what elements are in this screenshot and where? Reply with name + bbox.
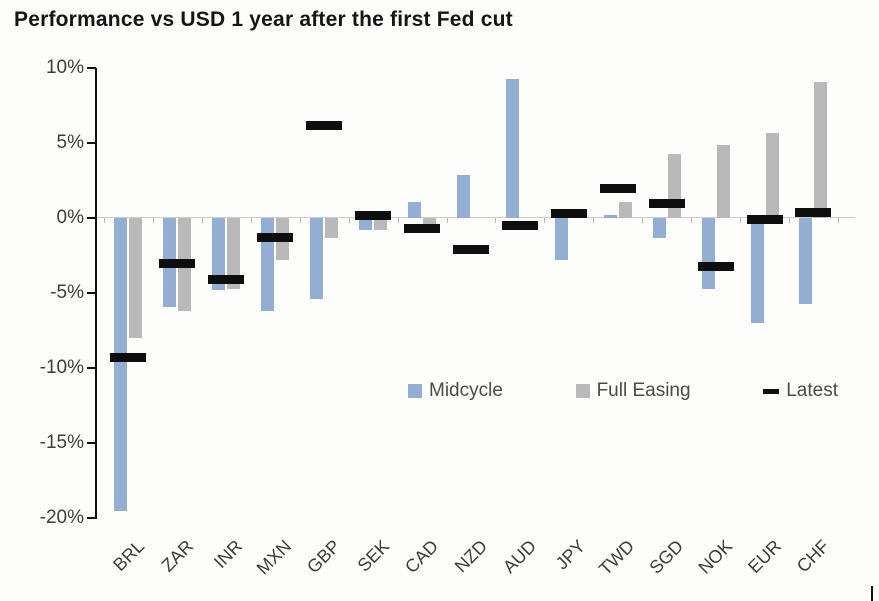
latest-marker-nzd bbox=[452, 245, 489, 254]
x-axis-label-sgd: SGD bbox=[645, 536, 687, 578]
x-axis-label-cad: CAD bbox=[401, 536, 443, 578]
x-axis-label-nzd: NZD bbox=[450, 536, 492, 577]
latest-marker-inr bbox=[208, 275, 245, 284]
x-axis-tick bbox=[447, 218, 448, 223]
x-axis-label-twd: TWD bbox=[594, 536, 638, 580]
x-axis-label-gbp: GBP bbox=[303, 536, 345, 578]
bar-midcycle-chf bbox=[799, 218, 813, 304]
x-axis-tick bbox=[691, 218, 692, 223]
bar-fulleasing-cad bbox=[423, 218, 437, 226]
bar-midcycle-twd bbox=[603, 215, 617, 218]
midcycle-swatch-icon bbox=[408, 384, 422, 398]
legend-label-full-easing: Full Easing bbox=[596, 380, 691, 401]
x-axis-label-mxn: MXN bbox=[252, 536, 296, 579]
y-axis-tick-label: -5% bbox=[50, 282, 84, 303]
latest-marker-sgd bbox=[648, 198, 685, 208]
latest-marker-twd bbox=[599, 183, 636, 193]
x-axis-label-eur: EUR bbox=[743, 536, 785, 578]
x-axis-tick bbox=[153, 218, 154, 223]
zero-gridline bbox=[97, 217, 855, 218]
x-axis-tick bbox=[740, 218, 741, 223]
bar-fulleasing-nok bbox=[716, 144, 730, 218]
x-axis-tick bbox=[104, 218, 105, 223]
bar-midcycle-brl bbox=[114, 218, 128, 511]
y-axis-tick-label: 0% bbox=[56, 207, 84, 228]
y-axis-line bbox=[95, 68, 97, 519]
legend-label-latest: Latest bbox=[786, 380, 838, 401]
x-axis-tick bbox=[349, 218, 350, 223]
latest-marker-cad bbox=[404, 224, 441, 233]
legend-item-latest: Latest bbox=[763, 380, 838, 402]
bar-midcycle-jpy bbox=[554, 218, 568, 260]
bar-midcycle-cad bbox=[408, 201, 422, 218]
y-axis-tick-label: -20% bbox=[39, 507, 84, 528]
latest-marker-brl bbox=[110, 353, 147, 362]
x-axis-label-chf: CHF bbox=[793, 536, 834, 577]
latest-dash-icon bbox=[763, 388, 780, 394]
x-axis-tick bbox=[642, 218, 643, 223]
y-axis-tick bbox=[87, 292, 96, 294]
x-axis-label-aud: AUD bbox=[499, 536, 541, 578]
legend-item-midcycle: Midcycle bbox=[408, 380, 503, 402]
bottom-right-artifact-line bbox=[871, 586, 873, 601]
chart-title: Performance vs USD 1 year after the firs… bbox=[14, 8, 513, 31]
latest-marker-mxn bbox=[257, 233, 294, 242]
y-axis-tick-label: -15% bbox=[39, 432, 84, 453]
y-axis-tick bbox=[87, 217, 96, 219]
y-axis-tick bbox=[87, 67, 96, 69]
bar-fulleasing-gbp bbox=[325, 218, 339, 238]
x-axis-label-brl: BRL bbox=[109, 536, 149, 575]
bar-fulleasing-eur bbox=[765, 132, 779, 218]
bar-midcycle-gbp bbox=[310, 218, 324, 299]
y-axis-tick bbox=[87, 367, 96, 369]
bar-midcycle-eur bbox=[750, 218, 764, 323]
x-axis-label-sek: SEK bbox=[353, 536, 394, 576]
bar-midcycle-sek bbox=[359, 218, 373, 230]
y-axis-tick bbox=[87, 517, 96, 519]
bar-midcycle-nok bbox=[701, 218, 715, 289]
legend-item-full-easing: Full Easing bbox=[575, 380, 691, 402]
latest-marker-gbp bbox=[306, 120, 343, 130]
bar-midcycle-sgd bbox=[652, 218, 666, 238]
latest-marker-sek bbox=[355, 210, 392, 220]
latest-marker-eur bbox=[746, 215, 783, 224]
y-axis-tick-label: 10% bbox=[45, 57, 84, 78]
x-axis-tick bbox=[789, 218, 790, 223]
x-axis-label-nok: NOK bbox=[694, 536, 736, 578]
x-axis-tick bbox=[251, 218, 252, 223]
y-axis-tick bbox=[87, 442, 96, 444]
bar-fulleasing-sek bbox=[374, 218, 388, 230]
x-axis-tick bbox=[838, 218, 839, 223]
latest-marker-chf bbox=[795, 207, 832, 217]
bar-midcycle-nzd bbox=[456, 174, 470, 218]
legend: Midcycle Full Easing Latest bbox=[408, 380, 838, 402]
y-axis-tick-label: -10% bbox=[39, 357, 84, 378]
latest-marker-nok bbox=[697, 261, 734, 271]
x-axis-tick bbox=[202, 218, 203, 223]
y-axis-tick bbox=[87, 142, 96, 144]
x-axis-tick bbox=[398, 218, 399, 223]
y-axis-tick-label: 5% bbox=[56, 132, 84, 153]
bar-midcycle-mxn bbox=[261, 218, 275, 311]
bar-fulleasing-sgd bbox=[667, 153, 681, 218]
bar-fulleasing-chf bbox=[814, 81, 828, 218]
latest-marker-zar bbox=[159, 258, 196, 268]
bar-fulleasing-twd bbox=[618, 201, 632, 218]
bar-midcycle-inr bbox=[212, 218, 226, 290]
bar-fulleasing-inr bbox=[227, 218, 241, 289]
x-axis-label-jpy: JPY bbox=[551, 536, 589, 574]
latest-marker-aud bbox=[501, 221, 538, 230]
x-axis-label-zar: ZAR bbox=[157, 536, 198, 576]
legend-label-midcycle: Midcycle bbox=[429, 380, 503, 401]
x-axis-label-inr: INR bbox=[210, 536, 247, 573]
x-axis-tick bbox=[300, 218, 301, 223]
x-axis-tick bbox=[544, 218, 545, 223]
x-axis-tick bbox=[495, 218, 496, 223]
bar-midcycle-aud bbox=[505, 78, 519, 218]
latest-marker-jpy bbox=[550, 209, 587, 218]
bar-fulleasing-brl bbox=[129, 218, 143, 338]
x-axis-tick bbox=[593, 218, 594, 223]
full-easing-swatch-icon bbox=[575, 384, 590, 398]
